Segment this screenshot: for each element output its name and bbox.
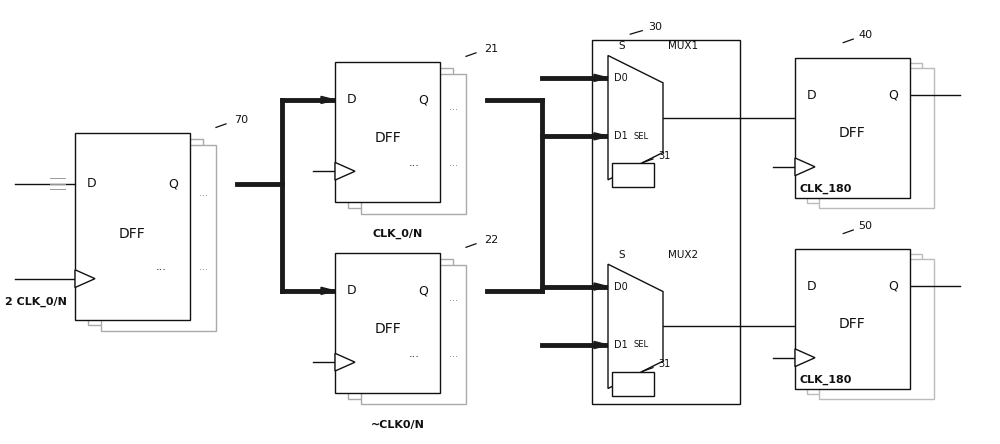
Bar <box>361 74 466 214</box>
Bar <box>75 133 190 320</box>
Text: DFF: DFF <box>839 317 866 331</box>
Polygon shape <box>594 341 608 349</box>
Text: Q: Q <box>418 284 428 297</box>
Text: DFF: DFF <box>119 227 146 241</box>
Bar <box>819 68 934 208</box>
Text: MUX2: MUX2 <box>668 250 698 260</box>
Bar <box>348 68 453 208</box>
Text: Q: Q <box>888 89 898 102</box>
Text: 31: 31 <box>658 151 670 161</box>
Polygon shape <box>795 349 815 367</box>
Text: 31: 31 <box>658 359 670 369</box>
Text: SEL: SEL <box>633 341 648 349</box>
Text: 40: 40 <box>858 30 872 40</box>
Text: ...: ... <box>448 293 458 303</box>
Text: ...: ... <box>156 262 167 273</box>
Bar <box>101 145 216 331</box>
Text: 21: 21 <box>484 44 498 54</box>
Bar <box>592 40 740 404</box>
Text: D0: D0 <box>614 281 628 292</box>
Text: ...: ... <box>408 158 419 168</box>
Text: ...: ... <box>448 102 458 112</box>
Bar <box>348 259 453 399</box>
Text: DFF: DFF <box>374 321 401 336</box>
Text: D: D <box>807 89 817 102</box>
Text: ...: ... <box>198 188 208 198</box>
Text: D: D <box>347 93 357 107</box>
Bar <box>612 163 654 187</box>
Text: S: S <box>618 250 625 260</box>
Polygon shape <box>594 133 608 140</box>
Text: 50: 50 <box>858 221 872 231</box>
Text: DFF: DFF <box>839 126 866 140</box>
Bar <box>807 63 922 203</box>
Text: ...: ... <box>448 158 458 168</box>
Text: Q: Q <box>888 280 898 293</box>
Text: D: D <box>347 284 357 297</box>
Bar <box>612 372 654 396</box>
Bar <box>795 58 910 198</box>
Text: 2 CLK_0/N: 2 CLK_0/N <box>5 297 67 307</box>
Text: ...: ... <box>198 262 208 273</box>
Text: MUX1: MUX1 <box>668 41 698 51</box>
Bar <box>88 139 203 325</box>
Bar <box>807 254 922 394</box>
Text: ...: ... <box>408 349 419 359</box>
Text: S: S <box>618 41 625 51</box>
Text: D: D <box>807 280 817 293</box>
Text: Q: Q <box>418 93 428 107</box>
Text: ...: ... <box>448 349 458 359</box>
Text: D: D <box>87 177 97 190</box>
Text: 22: 22 <box>484 235 498 245</box>
Bar <box>335 62 440 202</box>
Polygon shape <box>335 163 355 180</box>
Polygon shape <box>594 74 608 81</box>
Polygon shape <box>608 56 663 180</box>
Polygon shape <box>594 283 608 290</box>
Polygon shape <box>795 158 815 176</box>
Text: CLK_180: CLK_180 <box>800 184 852 194</box>
Bar <box>361 265 466 404</box>
Polygon shape <box>608 264 663 388</box>
Text: D0: D0 <box>614 73 628 83</box>
Text: SEL: SEL <box>633 132 648 141</box>
Text: DFF: DFF <box>374 131 401 145</box>
Text: ~CLK0/N: ~CLK0/N <box>371 420 424 430</box>
Polygon shape <box>75 270 95 288</box>
Text: 70: 70 <box>234 115 248 125</box>
Polygon shape <box>321 96 335 103</box>
Bar <box>335 253 440 393</box>
Text: D1: D1 <box>614 131 628 141</box>
Text: CLK_0/N: CLK_0/N <box>372 229 423 239</box>
Text: D1: D1 <box>614 340 628 350</box>
Bar <box>819 259 934 399</box>
Text: 30: 30 <box>648 22 662 32</box>
Bar <box>795 249 910 388</box>
Text: CLK_180: CLK_180 <box>800 375 852 385</box>
Polygon shape <box>321 287 335 294</box>
Text: Q: Q <box>168 177 178 190</box>
Polygon shape <box>335 353 355 371</box>
